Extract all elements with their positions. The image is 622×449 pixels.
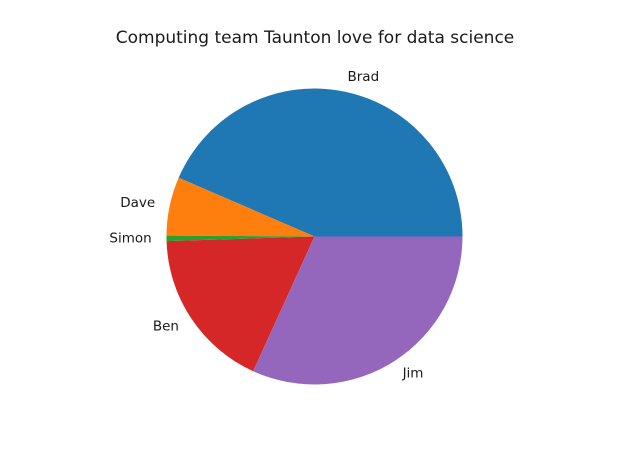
pie-slice-dave <box>166 177 315 237</box>
pie-label-ben: Ben <box>153 319 179 335</box>
pie-label-jim: Jim <box>402 365 424 381</box>
pie-slice-simon <box>166 235 315 242</box>
pie-slices <box>166 88 463 385</box>
pie-slice-jim <box>253 236 463 385</box>
pie-slice-brad <box>178 88 463 237</box>
pie-label-simon: Simon <box>109 231 151 247</box>
chart-title: Computing team Taunton love for data sci… <box>116 28 515 48</box>
pie-label-dave: Dave <box>120 195 155 211</box>
pie-label-brad: Brad <box>348 69 380 85</box>
pie-labels: Brad Dave Simon Ben Jim <box>109 69 423 381</box>
pie-slice-ben <box>166 236 315 372</box>
